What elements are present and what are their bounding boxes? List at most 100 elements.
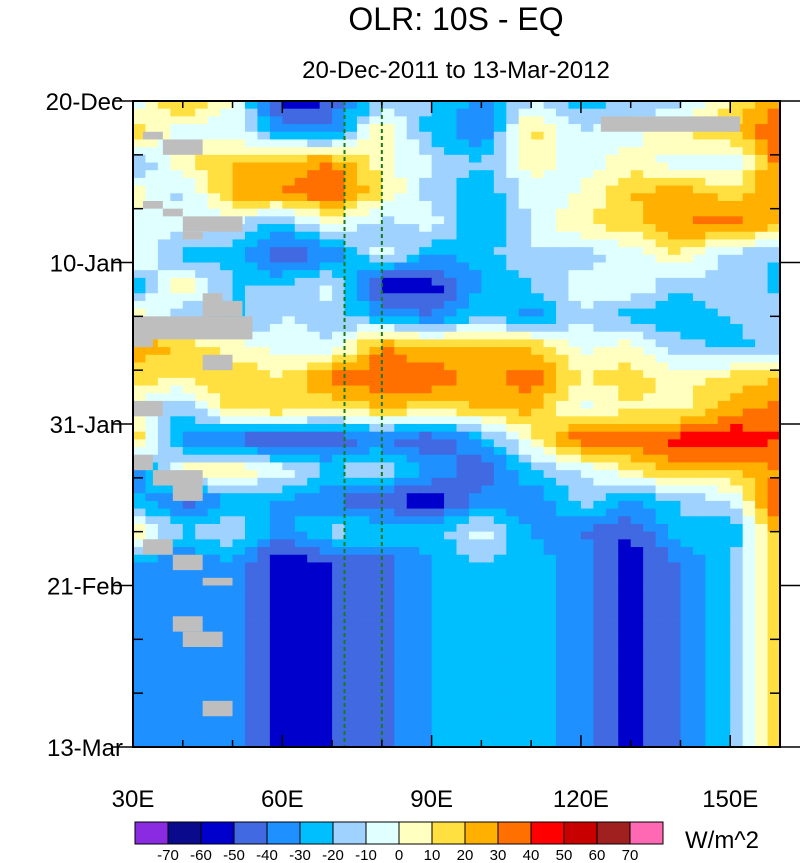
field-cell bbox=[506, 224, 520, 233]
field-cell bbox=[730, 239, 744, 248]
field-cell bbox=[767, 231, 780, 241]
field-cell bbox=[232, 562, 246, 571]
field-cell bbox=[580, 616, 594, 625]
field-cell bbox=[742, 470, 756, 479]
field-cell bbox=[755, 647, 769, 656]
field-cell bbox=[680, 293, 694, 302]
field-cell bbox=[207, 247, 221, 256]
field-cell bbox=[394, 508, 408, 517]
field-cell bbox=[668, 554, 682, 564]
field-cell bbox=[630, 277, 644, 287]
field-cell bbox=[406, 393, 420, 402]
field-cell bbox=[468, 193, 482, 202]
field-cell bbox=[282, 470, 296, 479]
field-cell bbox=[556, 477, 570, 487]
field-cell bbox=[182, 277, 196, 287]
field-cell bbox=[518, 262, 532, 271]
field-cell bbox=[717, 539, 731, 548]
field-cell bbox=[481, 254, 495, 264]
field-cell bbox=[344, 554, 358, 564]
field-cell bbox=[717, 362, 731, 371]
field-cell bbox=[580, 354, 594, 364]
field-cell bbox=[319, 139, 333, 148]
field-cell bbox=[456, 708, 470, 717]
field-cell bbox=[232, 608, 246, 617]
field-cell bbox=[481, 416, 495, 425]
field-cell bbox=[717, 608, 731, 617]
field-cell bbox=[344, 400, 358, 410]
field-cell bbox=[232, 431, 246, 440]
field-cell bbox=[269, 731, 283, 740]
field-cell bbox=[356, 262, 370, 271]
field-cell bbox=[580, 408, 594, 417]
field-cell bbox=[655, 270, 669, 279]
field-cell bbox=[518, 477, 532, 487]
field-cell bbox=[157, 101, 171, 110]
field-cell bbox=[182, 570, 196, 579]
field-cell bbox=[531, 500, 545, 510]
field-cell bbox=[730, 577, 744, 587]
field-cell bbox=[319, 554, 333, 564]
field-cell bbox=[356, 277, 370, 287]
field-cell bbox=[369, 608, 383, 617]
field-cell bbox=[282, 554, 296, 564]
field-cell bbox=[419, 101, 433, 110]
field-cell bbox=[319, 108, 333, 117]
field-cell bbox=[307, 516, 321, 525]
field-cell bbox=[145, 224, 159, 233]
field-cell bbox=[468, 531, 482, 540]
field-cell bbox=[394, 362, 408, 371]
field-cell bbox=[294, 485, 308, 494]
field-cell bbox=[207, 131, 221, 141]
field-cell bbox=[668, 377, 682, 387]
field-cell bbox=[431, 685, 445, 694]
field-cell bbox=[269, 600, 283, 610]
field-cell bbox=[269, 439, 283, 448]
field-cell bbox=[643, 162, 657, 171]
missing-data-block bbox=[202, 577, 233, 586]
field-cell bbox=[518, 731, 532, 740]
field-cell bbox=[133, 162, 147, 171]
field-cell bbox=[730, 354, 744, 364]
field-cell bbox=[655, 554, 669, 564]
field-cell bbox=[431, 508, 445, 517]
field-cell bbox=[692, 170, 706, 179]
field-cell bbox=[493, 308, 507, 317]
field-cell bbox=[742, 416, 756, 425]
field-cell bbox=[145, 254, 159, 264]
field-cell bbox=[468, 331, 482, 340]
field-cell bbox=[431, 262, 445, 271]
field-cell bbox=[580, 447, 594, 456]
field-cell bbox=[556, 523, 570, 533]
field-cell bbox=[556, 224, 570, 233]
field-cell bbox=[767, 731, 780, 740]
field-cell bbox=[680, 277, 694, 287]
field-cell bbox=[767, 523, 780, 533]
field-cell bbox=[332, 177, 346, 187]
field-cell bbox=[556, 124, 570, 133]
field-cell bbox=[680, 685, 694, 694]
field-cell bbox=[381, 470, 395, 479]
field-cell bbox=[767, 631, 780, 640]
field-cell bbox=[344, 647, 358, 656]
field-cell bbox=[157, 108, 171, 117]
field-cell bbox=[269, 285, 283, 294]
field-cell bbox=[730, 731, 744, 740]
field-cell bbox=[680, 708, 694, 717]
field-cell bbox=[630, 493, 644, 502]
field-cell bbox=[605, 523, 619, 533]
field-cell bbox=[705, 600, 719, 610]
field-cell bbox=[356, 424, 370, 433]
field-cell bbox=[730, 385, 744, 394]
field-cell bbox=[419, 193, 433, 202]
field-cell bbox=[157, 262, 171, 271]
field-cell bbox=[456, 647, 470, 656]
field-cell bbox=[692, 500, 706, 510]
field-cell bbox=[543, 177, 557, 187]
field-cell bbox=[381, 362, 395, 371]
field-cell bbox=[170, 662, 184, 671]
field-cell bbox=[344, 339, 358, 348]
field-cell bbox=[444, 623, 458, 633]
field-cell bbox=[431, 231, 445, 241]
field-cell bbox=[692, 185, 706, 194]
